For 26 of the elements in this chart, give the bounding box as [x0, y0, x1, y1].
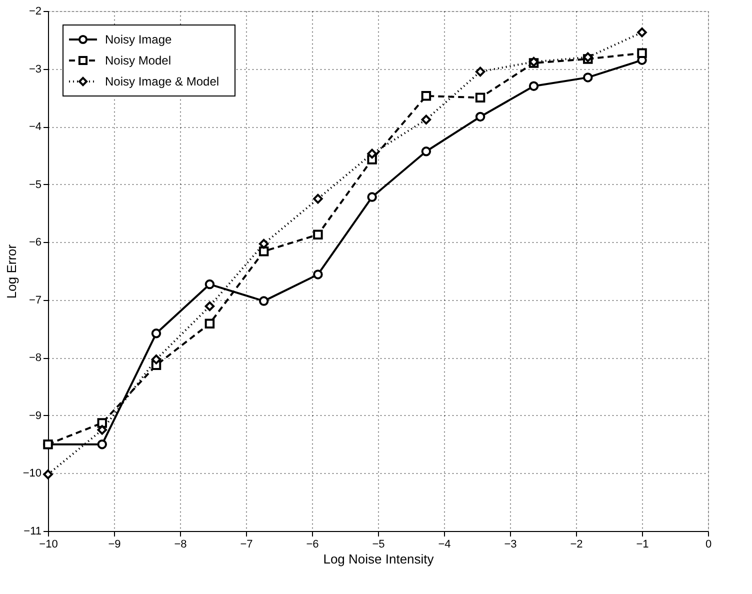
- legend-label: Noisy Model: [105, 54, 172, 68]
- x-tick-label: −5: [372, 538, 385, 550]
- legend-label: Noisy Image & Model: [105, 74, 220, 88]
- y-tick-label: −8: [28, 352, 42, 364]
- x-axis-title: Log Noise Intensity: [323, 552, 434, 566]
- y-tick-label: −3: [28, 63, 42, 76]
- x-tick-label: −2: [570, 538, 583, 550]
- y-tick-label: −9: [28, 410, 42, 422]
- legend-label: Noisy Image: [105, 32, 172, 46]
- y-tick-label: −6: [28, 236, 42, 249]
- x-tick-label: −7: [240, 538, 253, 550]
- x-tick-label: −4: [438, 538, 451, 550]
- x-tick-label: −3: [504, 538, 517, 550]
- y-tick-label: −10: [22, 468, 42, 480]
- y-tick-label: −7: [28, 294, 42, 306]
- y-tick-label: −4: [28, 121, 42, 134]
- y-tick-label: −2: [28, 6, 42, 18]
- x-tick-label: 0: [705, 538, 712, 550]
- y-tick-label: −5: [28, 178, 42, 191]
- y-axis-title: Log Error: [4, 244, 19, 299]
- x-tick-label: −10: [39, 538, 58, 550]
- x-tick-label: −9: [108, 538, 121, 550]
- x-tick-label: −1: [636, 538, 649, 550]
- x-tick-label: −6: [306, 538, 319, 550]
- x-tick-label: −8: [174, 538, 187, 550]
- y-tick-label: −11: [24, 526, 42, 538]
